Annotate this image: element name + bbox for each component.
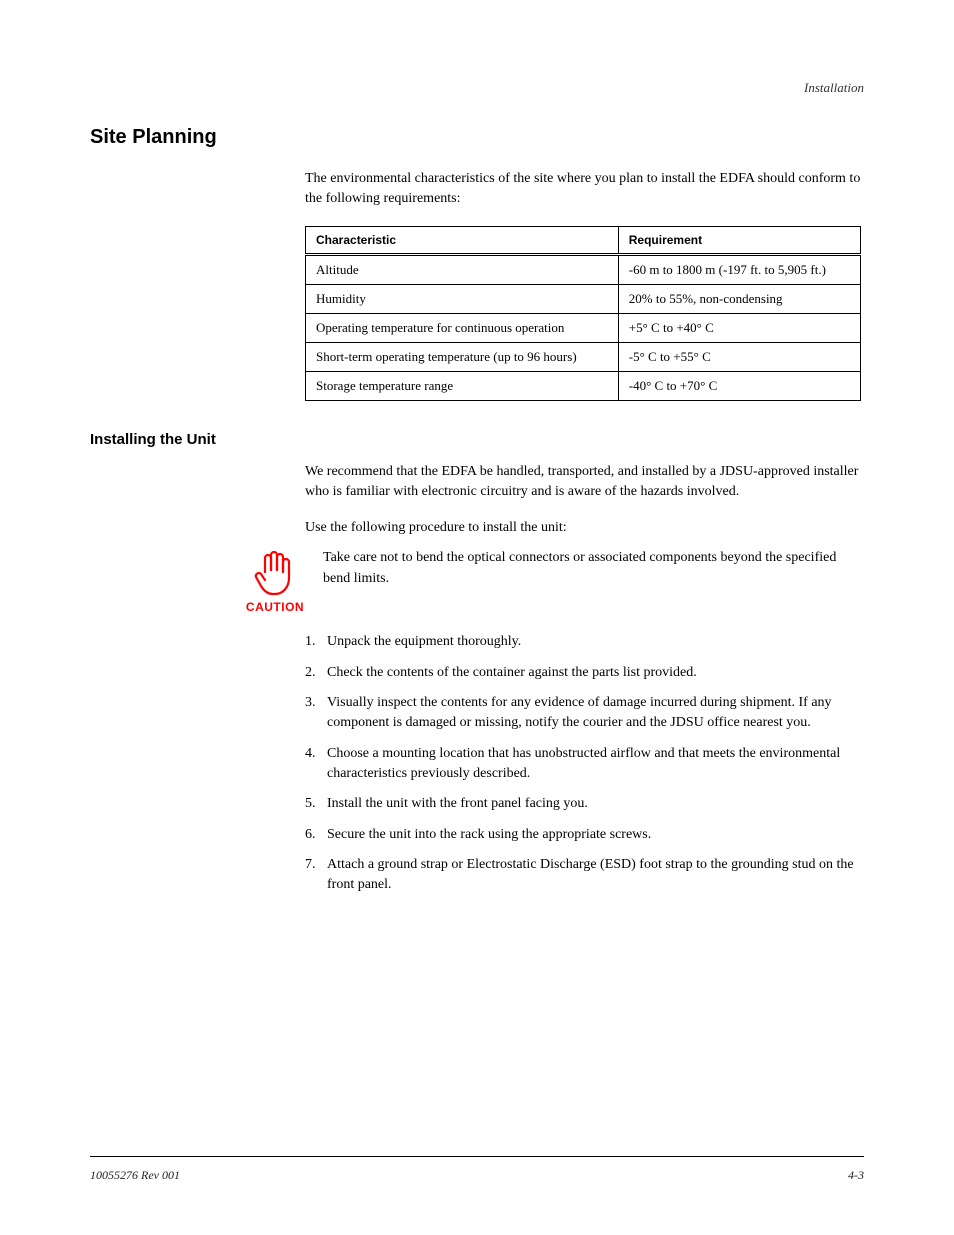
step-text: Secure the unit into the rack using the … bbox=[327, 825, 864, 845]
step-number: 7. bbox=[305, 855, 327, 896]
cell-param: Short-term operating temperature (up to … bbox=[306, 342, 619, 371]
col-requirement: Requirement bbox=[618, 226, 860, 254]
install-paragraph: We recommend that the EDFA be handled, t… bbox=[305, 462, 864, 503]
step-number: 5. bbox=[305, 794, 327, 814]
col-characteristic: Characteristic bbox=[306, 226, 619, 254]
step-text: Visually inspect the contents for any ev… bbox=[327, 693, 864, 734]
cell-val: -40° C to +70° C bbox=[618, 371, 860, 400]
install-paragraph: Use the following procedure to install t… bbox=[305, 518, 864, 538]
page-number: 4-3 bbox=[848, 1168, 864, 1183]
table-row: Operating temperature for continuous ope… bbox=[306, 313, 861, 342]
caution-icon: CAUTION bbox=[245, 548, 305, 614]
table-row: Storage temperature range -40° C to +70°… bbox=[306, 371, 861, 400]
table-header-row: Characteristic Requirement bbox=[306, 226, 861, 254]
step-item: 1. Unpack the equipment thoroughly. bbox=[305, 632, 864, 652]
step-item: 4. Choose a mounting location that has u… bbox=[305, 744, 864, 785]
cell-param: Storage temperature range bbox=[306, 371, 619, 400]
step-item: 7. Attach a ground strap or Electrostati… bbox=[305, 855, 864, 896]
cell-val: -60 m to 1800 m (-197 ft. to 5,905 ft.) bbox=[618, 254, 860, 284]
step-number: 4. bbox=[305, 744, 327, 785]
page: Installation Site Planning The environme… bbox=[0, 0, 954, 1235]
step-text: Attach a ground strap or Electrostatic D… bbox=[327, 855, 864, 896]
step-text: Install the unit with the front panel fa… bbox=[327, 794, 864, 814]
cell-param: Operating temperature for continuous ope… bbox=[306, 313, 619, 342]
step-text: Choose a mounting location that has unob… bbox=[327, 744, 864, 785]
cell-val: -5° C to +55° C bbox=[618, 342, 860, 371]
table-row: Humidity 20% to 55%, non-condensing bbox=[306, 284, 861, 313]
page-footer: 10055276 Rev 001 4-3 bbox=[90, 1168, 864, 1183]
step-item: 5. Install the unit with the front panel… bbox=[305, 794, 864, 814]
caution-block: CAUTION Take care not to bend the optica… bbox=[245, 548, 864, 614]
step-item: 6. Secure the unit into the rack using t… bbox=[305, 825, 864, 845]
section-title: Site Planning bbox=[90, 126, 864, 149]
caution-label: CAUTION bbox=[245, 600, 305, 614]
table-row: Short-term operating temperature (up to … bbox=[306, 342, 861, 371]
hand-stop-icon bbox=[253, 548, 297, 598]
chapter-header: Installation bbox=[90, 80, 864, 96]
footer-rule bbox=[90, 1156, 864, 1157]
cell-val: 20% to 55%, non-condensing bbox=[618, 284, 860, 313]
step-number: 3. bbox=[305, 693, 327, 734]
step-number: 6. bbox=[305, 825, 327, 845]
step-item: 3. Visually inspect the contents for any… bbox=[305, 693, 864, 734]
subsection-title: Installing the Unit bbox=[90, 431, 864, 448]
intro-paragraph: The environmental characteristics of the… bbox=[305, 169, 864, 210]
cell-param: Altitude bbox=[306, 254, 619, 284]
step-number: 1. bbox=[305, 632, 327, 652]
chapter-name: Installation bbox=[804, 80, 864, 95]
step-text: Unpack the equipment thoroughly. bbox=[327, 632, 864, 652]
cell-val: +5° C to +40° C bbox=[618, 313, 860, 342]
step-item: 2. Check the contents of the container a… bbox=[305, 663, 864, 683]
spec-table: Characteristic Requirement Altitude -60 … bbox=[305, 226, 861, 401]
caution-text: Take care not to bend the optical connec… bbox=[323, 548, 864, 589]
step-text: Check the contents of the container agai… bbox=[327, 663, 864, 683]
doc-number: 10055276 Rev 001 bbox=[90, 1168, 180, 1183]
table-row: Altitude -60 m to 1800 m (-197 ft. to 5,… bbox=[306, 254, 861, 284]
cell-param: Humidity bbox=[306, 284, 619, 313]
step-number: 2. bbox=[305, 663, 327, 683]
